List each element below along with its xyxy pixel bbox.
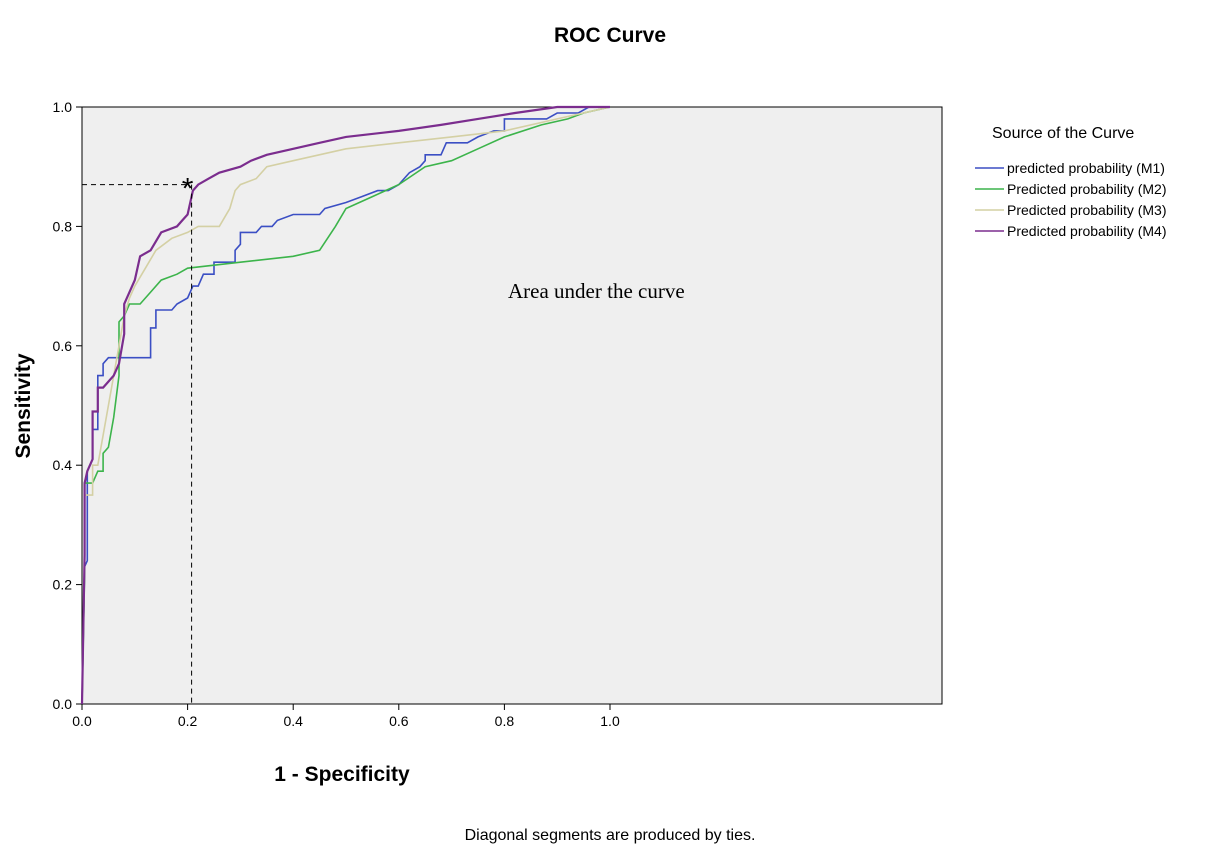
plot-area xyxy=(81,106,943,705)
series-line-m1 xyxy=(81,106,610,705)
x-tick-label: 0.4 xyxy=(283,713,303,729)
y-tick-label: 1.0 xyxy=(53,99,73,115)
x-tick-label: 0.2 xyxy=(178,713,198,729)
chart-title: ROC Curve xyxy=(554,24,666,47)
threshold-guides xyxy=(82,184,193,704)
series-line-m4 xyxy=(80,105,610,705)
y-tick-label: 0.0 xyxy=(53,696,73,712)
legend-label-m3: Predicted probability (M3) xyxy=(1007,202,1167,218)
footnote: Diagonal segments are produced by ties. xyxy=(465,827,756,844)
legend-items: predicted probability (M1) Predicted prob… xyxy=(975,160,1167,239)
legend-label-m4: Predicted probability (M4) xyxy=(1007,223,1167,239)
x-axis-ticks: 0.0 0.2 0.4 0.6 0.8 1.0 xyxy=(72,704,620,729)
legend-label-m1: predicted probability (M1) xyxy=(1007,160,1165,176)
series-line-m2 xyxy=(81,106,611,705)
y-tick-label: 0.4 xyxy=(53,457,73,473)
series-layer xyxy=(80,105,611,705)
x-tick-label: 0.8 xyxy=(495,713,515,729)
y-tick-label: 0.2 xyxy=(53,577,73,593)
y-axis-ticks: 0.0 0.2 0.4 0.6 0.8 1.0 xyxy=(53,99,82,712)
y-tick-label: 0.8 xyxy=(53,218,73,234)
y-axis-label: Sensitivity xyxy=(12,353,35,458)
legend-label-m2: Predicted probability (M2) xyxy=(1007,181,1167,197)
auc-annotation: Area under the curve xyxy=(508,279,685,303)
y-tick-label: 0.6 xyxy=(53,338,73,354)
x-tick-label: 0.0 xyxy=(72,713,92,729)
optimal-point-marker: * xyxy=(182,173,194,206)
x-tick-label: 0.6 xyxy=(389,713,409,729)
legend: Source of the Curve predicted probabilit… xyxy=(975,125,1167,239)
series-line-m3 xyxy=(81,106,611,705)
x-axis-label: 1 - Specificity xyxy=(274,763,410,786)
legend-title: Source of the Curve xyxy=(992,125,1134,142)
x-tick-label: 1.0 xyxy=(600,713,620,729)
